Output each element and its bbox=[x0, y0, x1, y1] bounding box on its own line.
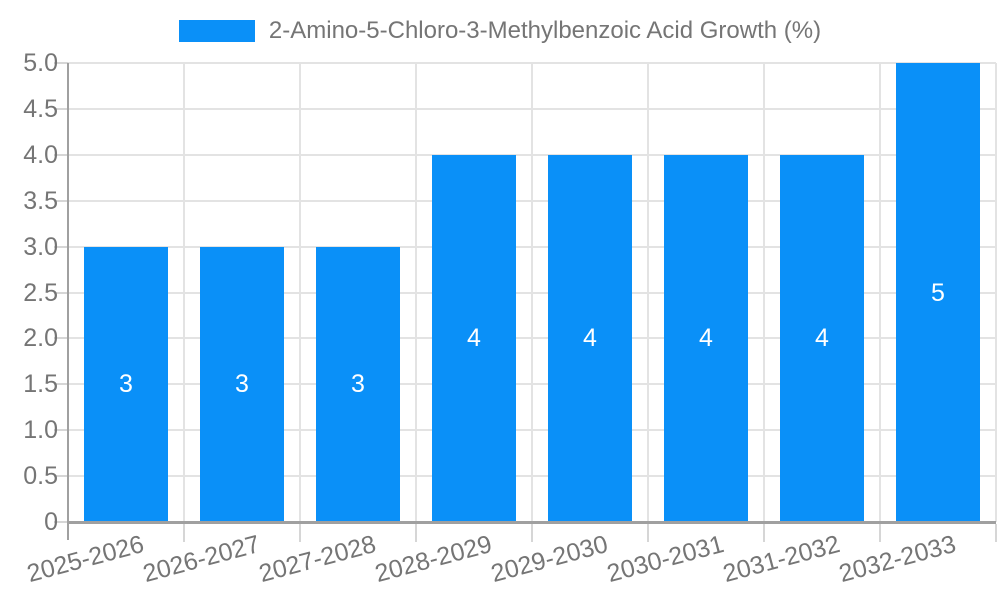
x-tick bbox=[415, 524, 417, 542]
y-axis-line bbox=[67, 63, 69, 540]
gridline-horizontal bbox=[68, 429, 996, 432]
y-tick bbox=[54, 62, 68, 64]
x-tick bbox=[763, 524, 765, 542]
y-axis-label: 4.5 bbox=[23, 94, 58, 123]
bar bbox=[432, 154, 516, 522]
gridline-vertical bbox=[995, 63, 997, 522]
gridline-horizontal bbox=[68, 199, 996, 202]
y-tick bbox=[54, 475, 68, 478]
x-tick bbox=[183, 524, 185, 542]
bar bbox=[548, 154, 632, 522]
y-tick bbox=[54, 245, 68, 248]
y-tick bbox=[54, 429, 68, 432]
y-axis-label: 2.0 bbox=[23, 324, 58, 353]
x-axis-label: 2025-2026 bbox=[24, 530, 148, 588]
bar-value-label: 4 bbox=[583, 324, 597, 353]
y-tick bbox=[54, 107, 68, 110]
gridline-horizontal bbox=[68, 107, 996, 110]
bar-value-label: 3 bbox=[235, 370, 249, 399]
bar bbox=[200, 246, 284, 522]
x-axis-label: 2026-2027 bbox=[140, 530, 264, 588]
x-axis-label: 2029-2030 bbox=[488, 530, 612, 588]
bar bbox=[896, 63, 980, 522]
x-tick bbox=[995, 524, 997, 542]
y-axis-label: 4.0 bbox=[23, 140, 58, 169]
bar-value-label: 4 bbox=[815, 324, 829, 353]
y-axis-label: 3.0 bbox=[23, 232, 58, 261]
y-tick bbox=[54, 337, 68, 340]
y-axis-label: 0 bbox=[44, 508, 58, 536]
bar-value-label: 4 bbox=[467, 324, 481, 353]
legend-swatch bbox=[178, 20, 255, 42]
x-axis-label: 2031-2032 bbox=[720, 530, 844, 588]
y-axis-label: 1.0 bbox=[23, 416, 58, 445]
gridline-horizontal bbox=[68, 62, 996, 64]
x-axis-label: 2032-2033 bbox=[836, 530, 960, 588]
x-axis-label: 2028-2029 bbox=[372, 530, 496, 588]
bar bbox=[84, 246, 168, 522]
y-axis-label: 1.5 bbox=[23, 370, 58, 399]
y-axis-label: 3.5 bbox=[23, 186, 58, 215]
legend-label: 2-Amino-5-Chloro-3-Methylbenzoic Acid Gr… bbox=[268, 17, 822, 44]
y-tick bbox=[54, 291, 68, 294]
y-tick bbox=[54, 383, 68, 386]
gridline-horizontal bbox=[68, 383, 996, 386]
bar bbox=[780, 154, 864, 522]
bar bbox=[664, 154, 748, 522]
x-axis-line bbox=[68, 521, 996, 524]
bar bbox=[316, 246, 400, 522]
y-axis-label: 2.5 bbox=[23, 278, 58, 307]
x-tick bbox=[879, 524, 881, 542]
legend[interactable]: 2-Amino-5-Chloro-3-Methylbenzoic Acid Gr… bbox=[0, 12, 1000, 50]
x-axis-label: 2030-2031 bbox=[604, 530, 728, 588]
bar-value-label: 3 bbox=[119, 370, 133, 399]
x-axis-label: 2027-2028 bbox=[256, 530, 380, 588]
x-tick bbox=[531, 524, 533, 542]
x-tick bbox=[647, 524, 649, 542]
y-tick bbox=[54, 199, 68, 202]
y-tick bbox=[54, 153, 68, 156]
gridline-horizontal bbox=[68, 291, 996, 294]
y-tick bbox=[54, 521, 68, 523]
bar-value-label: 4 bbox=[699, 324, 713, 353]
x-tick bbox=[299, 524, 301, 542]
gridline-horizontal bbox=[68, 245, 996, 248]
gridline-horizontal bbox=[68, 153, 996, 156]
bar-value-label: 3 bbox=[351, 370, 365, 399]
y-axis-label: 0.5 bbox=[23, 462, 58, 491]
gridline-horizontal bbox=[68, 475, 996, 478]
bar-value-label: 5 bbox=[931, 278, 945, 307]
y-axis-label: 5.0 bbox=[23, 49, 58, 77]
gridline-horizontal bbox=[68, 337, 996, 340]
